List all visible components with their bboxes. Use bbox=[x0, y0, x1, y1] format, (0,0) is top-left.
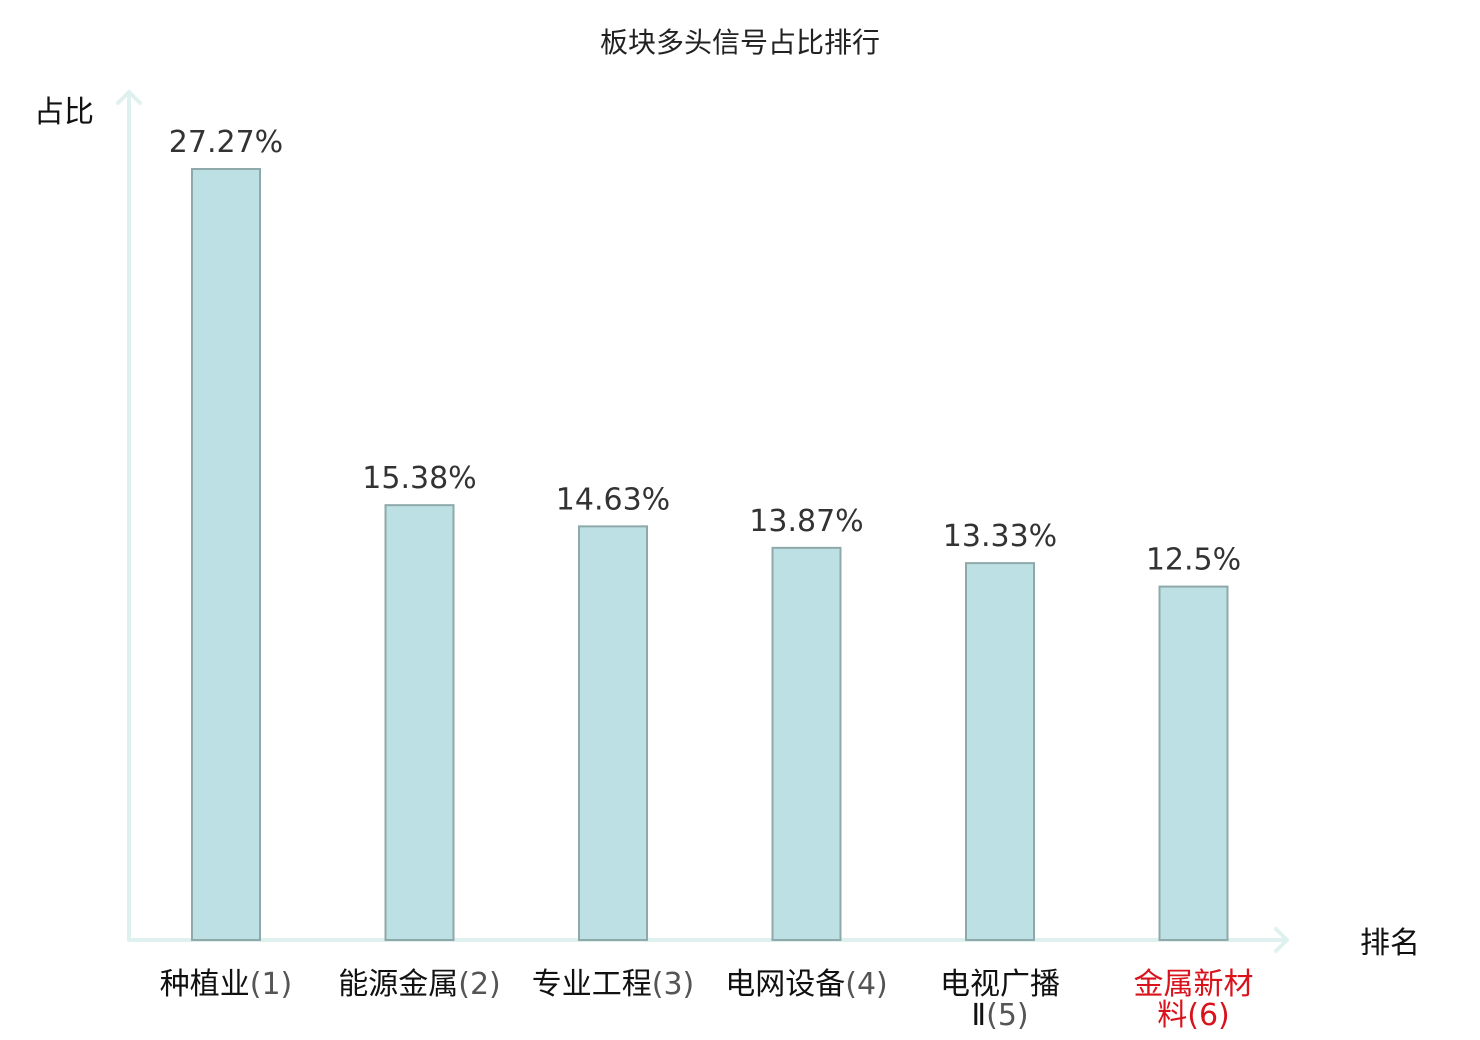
category-label-6: 金属新材料(6) bbox=[1134, 967, 1254, 1033]
bar-4 bbox=[771, 546, 842, 941]
bar-3 bbox=[578, 525, 648, 941]
y-axis-label: 占比 bbox=[34, 95, 94, 130]
category-label-4: 电网设备(4) bbox=[725, 967, 888, 1002]
chart-title: 板块多头信号占比排行 bbox=[600, 26, 880, 59]
y-axis-line bbox=[116, 90, 142, 942]
category-label-1: 种植业(1) bbox=[160, 967, 293, 1002]
value-label-6: 12.5% bbox=[1146, 543, 1241, 578]
x-axis-line bbox=[127, 927, 1289, 953]
value-label-1: 27.27% bbox=[169, 125, 283, 160]
value-label-4: 13.87% bbox=[749, 504, 863, 539]
category-label-3: 专业工程(3) bbox=[532, 967, 695, 1002]
value-labels-group: 27.27% 15.38% 14.63% 13.87% 13.33% 12.5% bbox=[169, 125, 1241, 578]
value-label-5: 13.33% bbox=[943, 519, 1057, 554]
value-label-3: 14.63% bbox=[556, 482, 670, 517]
bar-6 bbox=[1158, 585, 1229, 941]
bar-5 bbox=[965, 562, 1035, 942]
bars-group bbox=[191, 168, 1229, 942]
category-label-2: 能源金属(2) bbox=[338, 967, 501, 1002]
x-axis-label: 排名 bbox=[1360, 926, 1420, 961]
bar-2 bbox=[384, 504, 455, 941]
bar-1 bbox=[191, 168, 261, 941]
category-labels-group: 种植业(1) 能源金属(2) 专业工程(3) 电网设备(4) 电视广播 Ⅱ(5) 金属新材料… bbox=[160, 967, 1254, 1033]
category-label-5: 电视广播 Ⅱ(5) bbox=[940, 967, 1060, 1033]
value-label-2: 15.38% bbox=[362, 461, 476, 496]
